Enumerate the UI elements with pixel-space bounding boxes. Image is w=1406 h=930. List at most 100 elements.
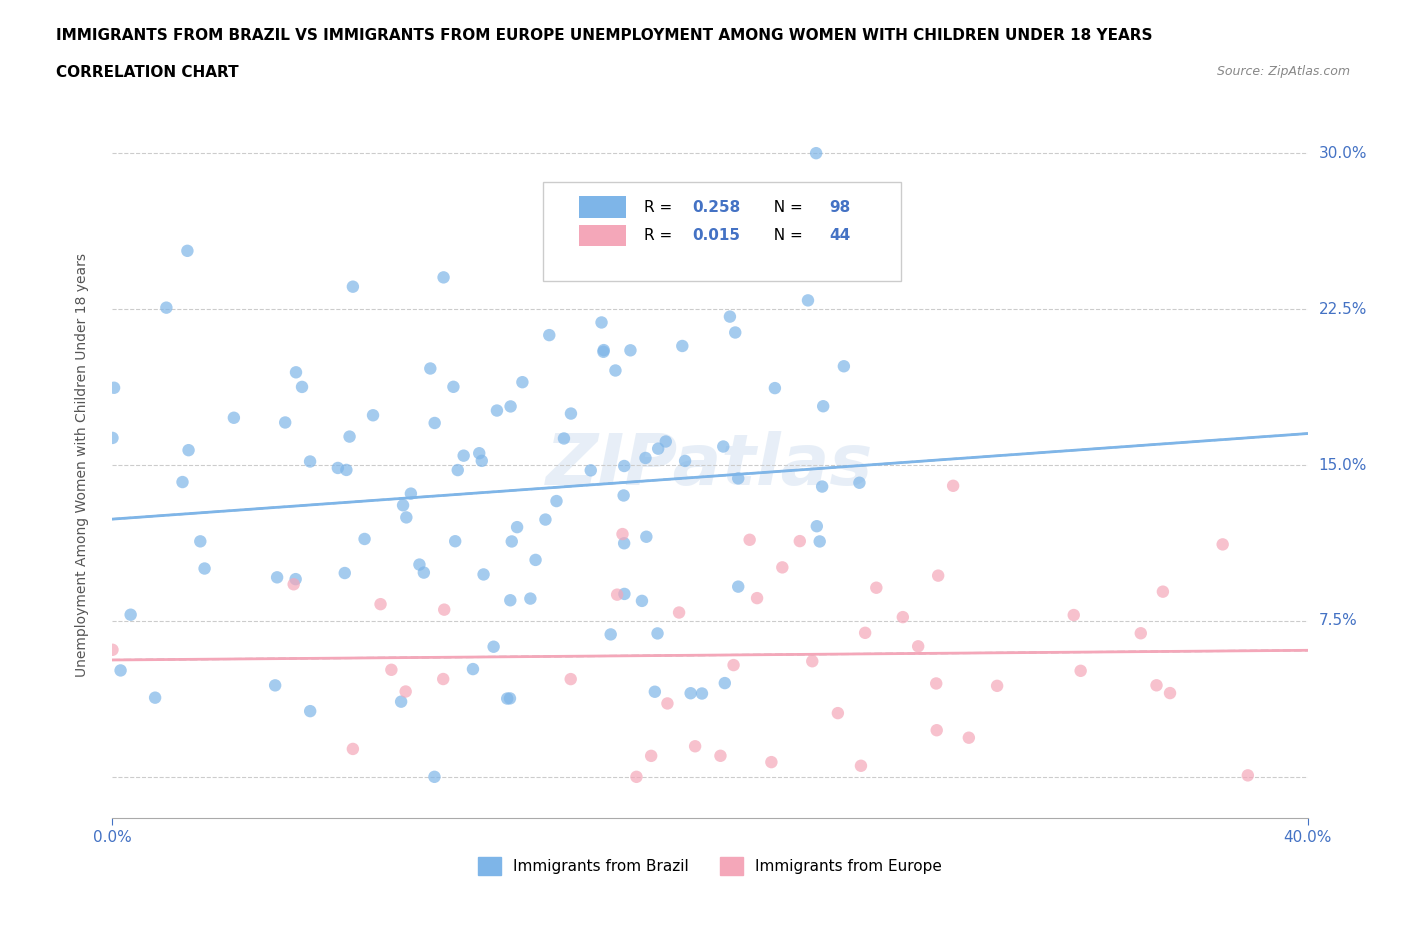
Point bbox=[723, 658, 745, 672]
Point bbox=[673, 454, 696, 469]
Point bbox=[606, 587, 628, 602]
Point bbox=[1159, 685, 1181, 700]
Point bbox=[671, 339, 693, 353]
Point bbox=[865, 580, 887, 595]
Point bbox=[560, 671, 582, 686]
Point bbox=[188, 534, 211, 549]
Point bbox=[718, 309, 741, 324]
Point bbox=[925, 676, 948, 691]
Point bbox=[501, 534, 523, 549]
Point bbox=[560, 406, 582, 421]
Point bbox=[724, 326, 747, 340]
Point bbox=[1063, 607, 1085, 622]
Point bbox=[605, 363, 627, 378]
Point bbox=[176, 244, 198, 259]
Point bbox=[468, 445, 491, 460]
Point bbox=[714, 676, 737, 691]
Point bbox=[591, 315, 613, 330]
Point bbox=[370, 597, 392, 612]
Point bbox=[283, 577, 305, 591]
Point bbox=[266, 570, 288, 585]
Text: ZIPatlas: ZIPatlas bbox=[547, 431, 873, 499]
Y-axis label: Unemployment Among Women with Children Under 18 years: Unemployment Among Women with Children U… bbox=[75, 253, 89, 677]
Text: 0.258: 0.258 bbox=[692, 200, 741, 215]
Text: R =: R = bbox=[644, 228, 678, 243]
Point bbox=[101, 643, 124, 658]
Point bbox=[419, 361, 441, 376]
Point bbox=[612, 526, 634, 541]
Point bbox=[395, 510, 418, 525]
FancyBboxPatch shape bbox=[579, 196, 627, 218]
Point bbox=[848, 475, 870, 490]
Point bbox=[461, 661, 484, 676]
Point bbox=[143, 690, 166, 705]
Point bbox=[408, 557, 430, 572]
Point bbox=[613, 536, 636, 551]
Point bbox=[499, 592, 522, 607]
Point bbox=[657, 696, 679, 711]
Point bbox=[101, 431, 124, 445]
Point bbox=[619, 343, 641, 358]
Point bbox=[655, 434, 678, 449]
Point bbox=[727, 579, 749, 594]
Point bbox=[423, 416, 446, 431]
Point bbox=[342, 279, 364, 294]
Point bbox=[284, 572, 307, 587]
Point bbox=[738, 532, 761, 547]
Point bbox=[444, 534, 467, 549]
Point bbox=[342, 741, 364, 756]
Point bbox=[519, 591, 541, 606]
Point bbox=[361, 408, 384, 423]
Point bbox=[120, 607, 142, 622]
Point bbox=[472, 567, 495, 582]
Point bbox=[103, 380, 125, 395]
Point bbox=[538, 327, 561, 342]
Text: 98: 98 bbox=[830, 200, 851, 215]
Point bbox=[380, 662, 402, 677]
Point bbox=[613, 488, 636, 503]
Point bbox=[832, 359, 855, 374]
Point bbox=[412, 565, 434, 580]
Point bbox=[441, 379, 464, 394]
Point bbox=[264, 678, 287, 693]
Point bbox=[299, 454, 322, 469]
Point bbox=[1146, 678, 1168, 693]
Point bbox=[399, 486, 422, 501]
Point bbox=[827, 706, 849, 721]
Point bbox=[727, 471, 749, 485]
Point bbox=[711, 439, 734, 454]
Text: CORRELATION CHART: CORRELATION CHART bbox=[56, 65, 239, 80]
Text: IMMIGRANTS FROM BRAZIL VS IMMIGRANTS FROM EUROPE UNEMPLOYMENT AMONG WOMEN WITH C: IMMIGRANTS FROM BRAZIL VS IMMIGRANTS FRO… bbox=[56, 28, 1153, 43]
Point bbox=[524, 552, 547, 567]
Point bbox=[804, 146, 827, 161]
Point bbox=[647, 626, 669, 641]
Point bbox=[626, 769, 648, 784]
Point bbox=[110, 663, 132, 678]
Text: 7.5%: 7.5% bbox=[1319, 614, 1357, 629]
Text: N =: N = bbox=[763, 200, 807, 215]
Legend: Immigrants from Brazil, Immigrants from Europe: Immigrants from Brazil, Immigrants from … bbox=[472, 851, 948, 882]
Point bbox=[326, 460, 349, 475]
Point bbox=[811, 399, 834, 414]
Point bbox=[806, 519, 828, 534]
Point bbox=[482, 639, 505, 654]
Point bbox=[644, 684, 666, 699]
Point bbox=[499, 399, 522, 414]
Point bbox=[172, 474, 194, 489]
Point bbox=[423, 769, 446, 784]
Point bbox=[395, 684, 418, 699]
Point bbox=[1129, 626, 1152, 641]
Point bbox=[592, 344, 614, 359]
Point bbox=[432, 671, 454, 686]
Point bbox=[631, 593, 654, 608]
Point bbox=[193, 561, 215, 576]
Point bbox=[512, 375, 534, 390]
Point bbox=[333, 565, 356, 580]
FancyBboxPatch shape bbox=[543, 182, 901, 281]
Point bbox=[506, 520, 529, 535]
Point bbox=[579, 463, 602, 478]
Point bbox=[811, 479, 834, 494]
Point bbox=[1152, 584, 1174, 599]
Point bbox=[808, 534, 831, 549]
Point bbox=[797, 293, 820, 308]
